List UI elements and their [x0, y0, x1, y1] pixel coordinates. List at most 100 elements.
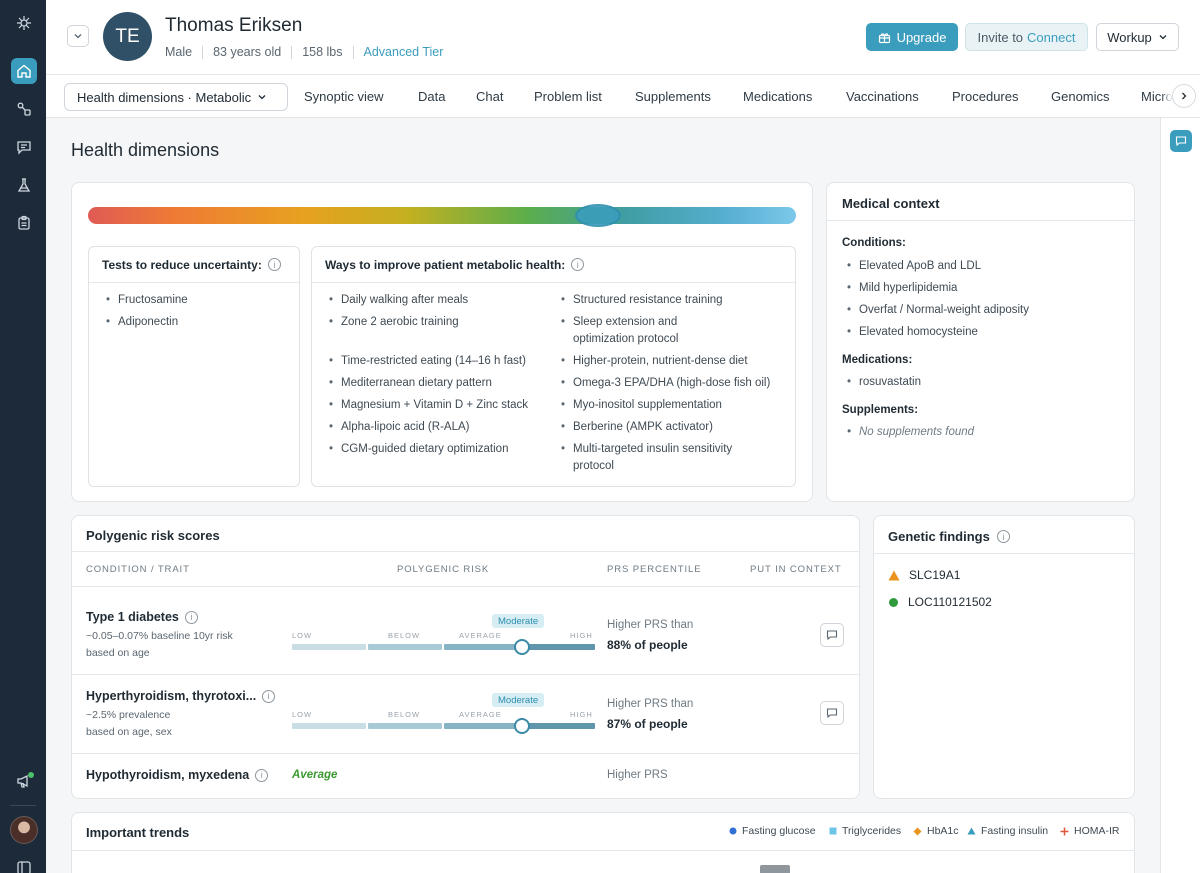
divider [72, 551, 859, 552]
genetic-finding-item[interactable]: SLC19A1 [888, 568, 960, 582]
scale-label: BELOW [388, 631, 421, 640]
tests-panel: Tests to reduce uncertainty: i Fructosam… [88, 246, 300, 487]
workup-button[interactable]: Workup [1096, 23, 1179, 51]
list-item: Structured resistance training [561, 292, 723, 309]
info-icon[interactable]: i [255, 768, 269, 782]
messages-icon[interactable] [11, 134, 37, 160]
risk-status-average: Average [292, 769, 338, 781]
list-item: Adiponectin [106, 314, 178, 331]
scale-label: LOW [292, 631, 313, 640]
legend-item[interactable]: HOMA-IR [1060, 825, 1120, 837]
list-item: Omega-3 EPA/DHA (high-dose fish oil) [561, 375, 770, 392]
right-panel [1160, 118, 1200, 873]
rail-divider [10, 805, 36, 806]
patient-meta: Male 83 years old 158 lbs Advanced Tier [165, 45, 443, 59]
condition-baseline: ~0.05–0.07% baseline 10yr risk [86, 630, 233, 642]
scale-label: AVERAGE [459, 710, 502, 719]
table-row-condition: Hypothyroidism, myxedena i [86, 768, 269, 782]
risk-segment-below [368, 644, 442, 650]
risk-slider-marker [514, 718, 531, 734]
medical-context-title: Medical context [842, 196, 940, 211]
tab-vaccinations[interactable]: Vaccinations [846, 89, 919, 104]
tab-genomics[interactable]: Genomics [1051, 89, 1110, 104]
workup-label: Workup [1107, 29, 1152, 45]
chat-bubble-icon [1175, 136, 1187, 147]
triangle-marker-icon [967, 827, 976, 835]
legend-item[interactable]: HbA1c [913, 825, 959, 837]
user-avatar[interactable] [10, 816, 38, 844]
condition-item: Elevated ApoB and LDL [847, 260, 981, 272]
chevron-down-icon [258, 95, 266, 100]
legend-item[interactable]: Fasting glucose [729, 825, 816, 837]
upgrade-button[interactable]: Upgrade [866, 23, 958, 51]
risk-segment-average [444, 723, 518, 729]
clipboard-icon[interactable] [11, 210, 37, 236]
put-in-context-button[interactable] [820, 623, 844, 647]
patient-header: TE Thomas Eriksen Male 83 years old 158 … [46, 0, 1200, 74]
tab-procedures[interactable]: Procedures [952, 89, 1019, 104]
tab-medications[interactable]: Medications [743, 89, 813, 104]
list-item: Higher-protein, nutrient-dense diet [561, 353, 747, 370]
info-icon[interactable]: i [267, 258, 281, 271]
scale-label: LOW [292, 710, 313, 719]
invite-connect-button[interactable]: Invite to Connect [965, 23, 1088, 51]
tests-panel-title: Tests to reduce uncertainty: [102, 257, 262, 272]
risk-segment-high [520, 723, 595, 729]
tier-link[interactable]: Advanced Tier [363, 45, 444, 59]
open-chat-button[interactable] [1170, 130, 1192, 152]
tab-synoptic-view[interactable]: Synoptic view [304, 89, 384, 104]
patient-age: 83 years old [213, 45, 282, 59]
tab-supplements[interactable]: Supplements [635, 89, 711, 104]
divider [72, 753, 859, 754]
scale-label: AVERAGE [459, 631, 502, 640]
tab-chat[interactable]: Chat [476, 89, 504, 104]
tests-panel-header: Tests to reduce uncertainty: i [89, 247, 299, 283]
scale-label: BELOW [388, 710, 421, 719]
logo-icon[interactable] [11, 10, 37, 36]
info-icon[interactable]: i [262, 689, 276, 703]
lab-flask-icon[interactable] [11, 172, 37, 198]
condition-item: Mild hyperlipidemia [847, 282, 957, 294]
risk-segment-low [292, 723, 366, 729]
tab-data[interactable]: Data [418, 89, 446, 104]
divider [72, 674, 859, 675]
list-item: Sleep extension and optimization protoco… [561, 314, 713, 348]
improve-panel: Ways to improve patient metabolic health… [311, 246, 796, 487]
metabolic-score-bar [88, 207, 796, 224]
dimension-selector[interactable]: Health dimensions · Metabolic [64, 83, 288, 111]
tabs-scroll-right-button[interactable] [1172, 84, 1196, 108]
put-in-context-button[interactable] [820, 701, 844, 725]
condition-name: Type 1 diabetes [86, 610, 179, 624]
chevron-down-icon [1159, 35, 1167, 40]
info-icon[interactable]: i [996, 530, 1010, 543]
meta-divider [202, 45, 204, 59]
medical-context-card: Medical context Conditions: Elevated Apo… [826, 182, 1135, 502]
sidebar-toggle-icon[interactable] [11, 855, 37, 873]
list-item: Myo-inositol supplementation [561, 397, 722, 414]
home-icon[interactable] [11, 58, 37, 84]
genetic-finding-item[interactable]: LOC110121502 [888, 595, 992, 609]
announcements-icon[interactable] [11, 768, 37, 794]
square-marker-icon [829, 827, 837, 835]
supplements-label: Supplements: [842, 404, 919, 416]
legend-item[interactable]: Fasting insulin [967, 825, 1048, 837]
info-icon[interactable]: i [571, 258, 585, 271]
tab-micro[interactable]: Micro [1141, 89, 1173, 104]
info-icon[interactable]: i [184, 610, 198, 624]
legend-item[interactable]: Triglycerides [829, 825, 901, 837]
risk-slider-marker [514, 639, 531, 655]
list-item: Magnesium + Vitamin D + Zinc stack [329, 397, 528, 414]
improve-panel-header: Ways to improve patient metabolic health… [312, 247, 795, 283]
risk-segment-average [444, 644, 518, 650]
tab-bar: Health dimensions · Metabolic Synoptic v… [46, 74, 1200, 118]
collapse-toggle-button[interactable] [67, 25, 89, 47]
meta-divider [352, 45, 354, 59]
tab-problem-list[interactable]: Problem list [534, 89, 602, 104]
patient-avatar: TE [103, 12, 152, 61]
list-item: Berberine (AMPK activator) [561, 419, 713, 436]
divider [827, 220, 1134, 221]
risk-segment-high [520, 644, 595, 650]
patient-sex: Male [165, 45, 193, 59]
connections-icon[interactable] [11, 96, 37, 122]
left-rail [0, 0, 46, 873]
